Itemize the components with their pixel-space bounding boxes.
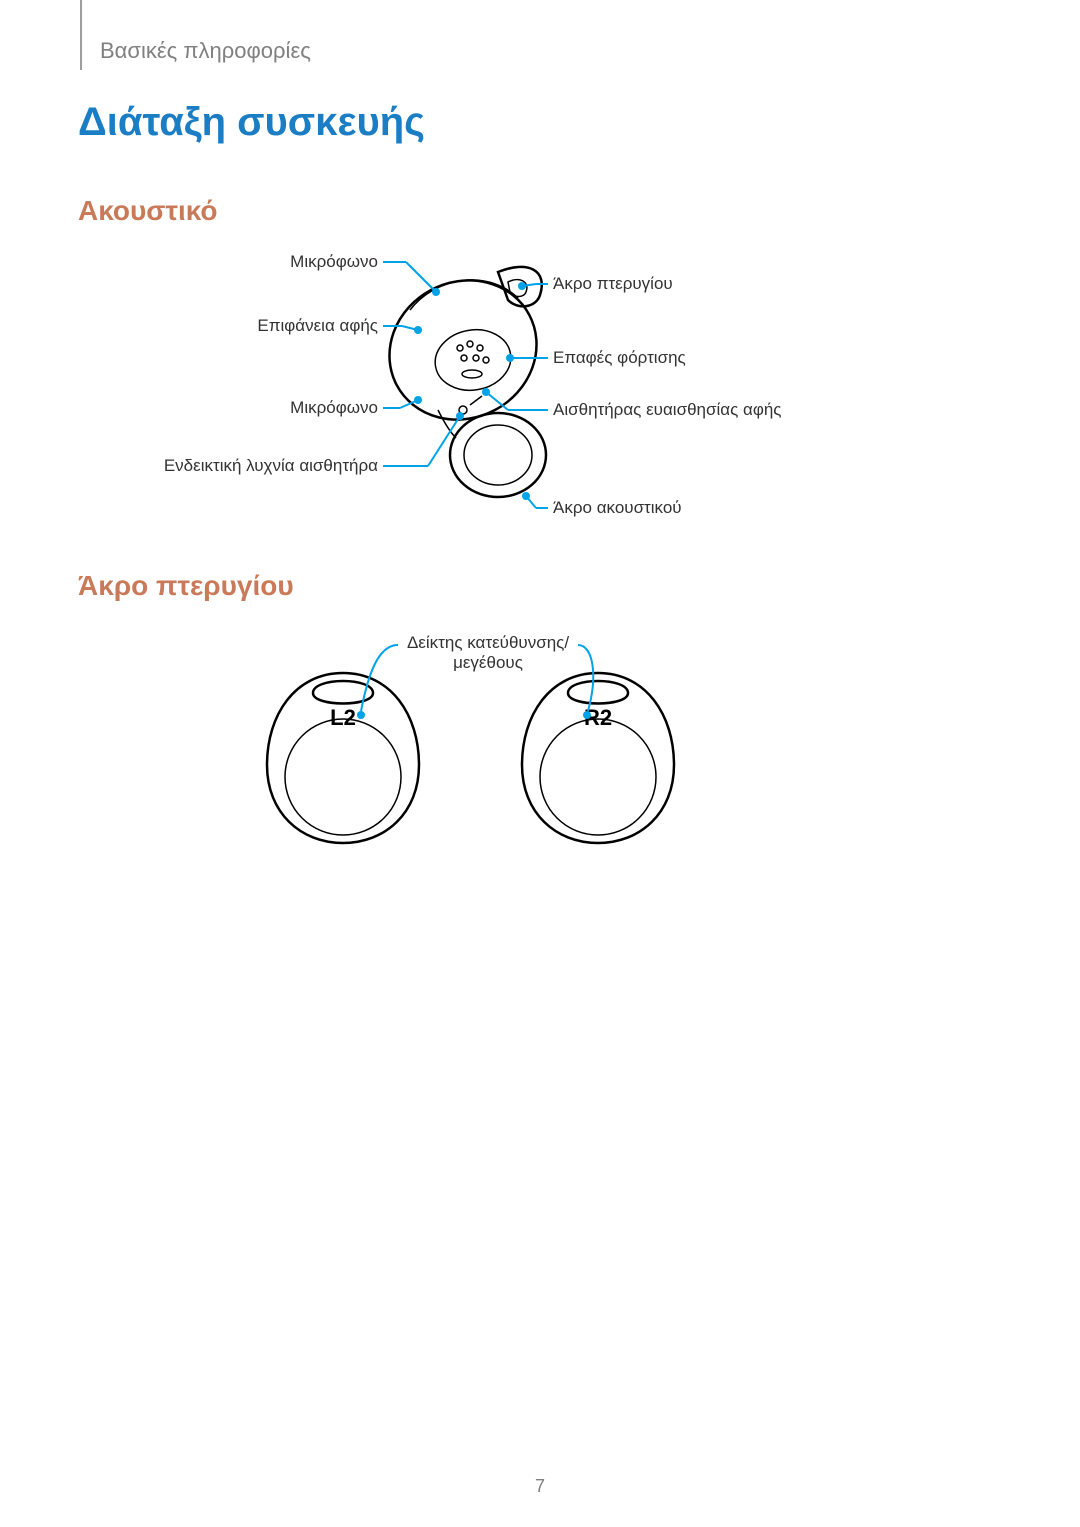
label-touchpad: Επιφάνεια αφής — [257, 316, 378, 336]
page-title: Διάταξη συσκευής — [78, 100, 425, 145]
label-touch-sensor: Αισθητήρας ευαισθησίας αφής — [553, 400, 782, 420]
earbud-svg — [78, 240, 918, 540]
wingtip-left-text: L2 — [330, 705, 356, 730]
label-direction-line1: Δείκτης κατεύθυνσης/ — [398, 633, 578, 653]
label-earbud-tip: Άκρο ακουστικού — [553, 498, 682, 518]
label-charging: Επαφές φόρτισης — [553, 348, 686, 368]
page-number: 7 — [0, 1476, 1080, 1497]
section-heading-wingtip: Άκρο πτερυγίου — [78, 570, 294, 602]
label-sensor-led: Ενδεικτική λυχνία αισθητήρα — [164, 456, 378, 476]
header-rule — [80, 0, 82, 70]
label-microphone-side: Μικρόφωνο — [290, 398, 378, 418]
label-direction-line2: μεγέθους — [398, 653, 578, 673]
label-wingtip: Άκρο πτερυγίου — [553, 274, 673, 294]
label-microphone-top: Μικρόφωνο — [290, 252, 378, 272]
wingtip-diagram: Δείκτης κατεύθυνσης/ μεγέθους L2 R2 — [78, 615, 918, 875]
earbud-diagram: Μικρόφωνο Επιφάνεια αφής Μικρόφωνο Ενδει… — [78, 240, 918, 540]
section-heading-earbud: Ακουστικό — [78, 195, 218, 227]
breadcrumb: Βασικές πληροφορίες — [100, 38, 311, 64]
